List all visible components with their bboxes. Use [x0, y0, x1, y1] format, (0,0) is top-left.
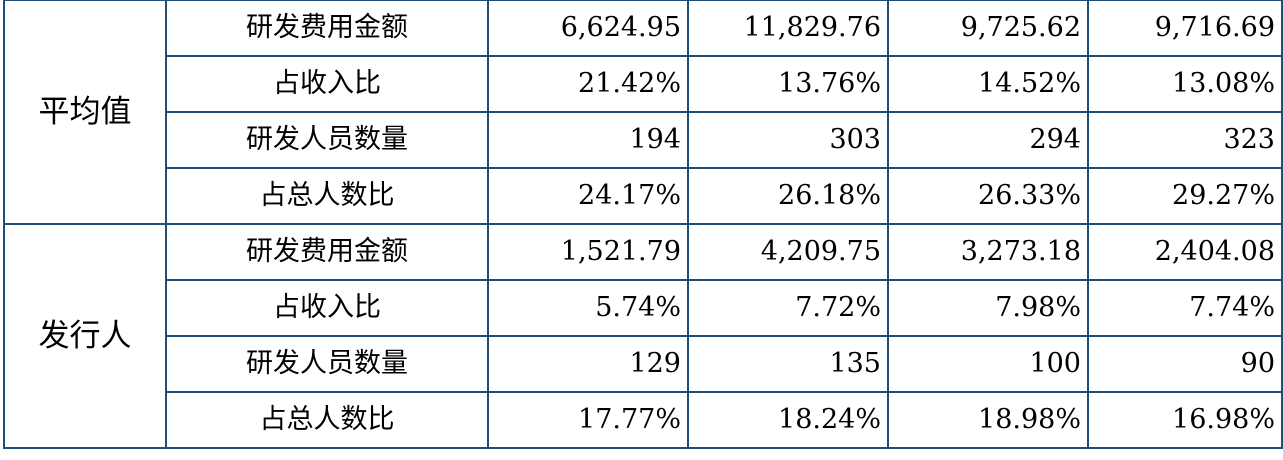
- value-cell: 21.42%: [487, 55, 689, 113]
- value-cell: 7.72%: [687, 279, 889, 337]
- value-cell: 26.33%: [887, 167, 1089, 225]
- value-cell: 90: [1087, 335, 1283, 393]
- value-cell: 1,521.79: [487, 223, 689, 281]
- value-cell: 4,209.75: [687, 223, 889, 281]
- value-cell: 18.98%: [887, 391, 1089, 449]
- value-cell: 194: [487, 111, 689, 169]
- metric-label: 占总人数比: [165, 391, 489, 449]
- value-cell: 2,404.08: [1087, 223, 1283, 281]
- metric-label: 占收入比: [165, 55, 489, 113]
- group-label: 平均值: [3, 0, 167, 225]
- metric-label: 研发人员数量: [165, 111, 489, 169]
- value-cell: 3,273.18: [887, 223, 1089, 281]
- value-cell: 29.27%: [1087, 167, 1283, 225]
- value-cell: 294: [887, 111, 1089, 169]
- value-cell: 16.98%: [1087, 391, 1283, 449]
- table-row: 研发人员数量 129 135 100 90: [4, 335, 1283, 393]
- metric-label: 研发费用金额: [165, 0, 489, 57]
- value-cell: 7.74%: [1087, 279, 1283, 337]
- value-cell: 323: [1087, 111, 1283, 169]
- metric-label: 占收入比: [165, 279, 489, 337]
- table-container: 平均值 研发费用金额 6,624.95 11,829.76 9,725.62 9…: [3, 0, 1283, 449]
- table-row: 占总人数比 24.17% 26.18% 26.33% 29.27%: [4, 167, 1283, 225]
- value-cell: 13.76%: [687, 55, 889, 113]
- metric-label: 占总人数比: [165, 167, 489, 225]
- value-cell: 9,716.69: [1087, 0, 1283, 57]
- table-row: 研发人员数量 194 303 294 323: [4, 111, 1283, 169]
- value-cell: 303: [687, 111, 889, 169]
- value-cell: 14.52%: [887, 55, 1089, 113]
- group-label: 发行人: [3, 223, 167, 449]
- metric-label: 研发人员数量: [165, 335, 489, 393]
- rd-comparison-table: 平均值 研发费用金额 6,624.95 11,829.76 9,725.62 9…: [3, 0, 1283, 449]
- value-cell: 11,829.76: [687, 0, 889, 57]
- value-cell: 135: [687, 335, 889, 393]
- value-cell: 6,624.95: [487, 0, 689, 57]
- value-cell: 24.17%: [487, 167, 689, 225]
- value-cell: 7.98%: [887, 279, 1089, 337]
- metric-label: 研发费用金额: [165, 223, 489, 281]
- value-cell: 100: [887, 335, 1089, 393]
- table-row: 占总人数比 17.77% 18.24% 18.98% 16.98%: [4, 391, 1283, 449]
- value-cell: 13.08%: [1087, 55, 1283, 113]
- value-cell: 18.24%: [687, 391, 889, 449]
- value-cell: 26.18%: [687, 167, 889, 225]
- value-cell: 17.77%: [487, 391, 689, 449]
- value-cell: 5.74%: [487, 279, 689, 337]
- table-row: 占收入比 5.74% 7.72% 7.98% 7.74%: [4, 279, 1283, 337]
- table-row: 发行人 研发费用金额 1,521.79 4,209.75 3,273.18 2,…: [3, 223, 1283, 449]
- table-row: 占收入比 21.42% 13.76% 14.52% 13.08%: [4, 55, 1283, 113]
- value-cell: 9,725.62: [887, 0, 1089, 57]
- table-row: 平均值 研发费用金额 6,624.95 11,829.76 9,725.62 9…: [3, 0, 1283, 225]
- value-cell: 129: [487, 335, 689, 393]
